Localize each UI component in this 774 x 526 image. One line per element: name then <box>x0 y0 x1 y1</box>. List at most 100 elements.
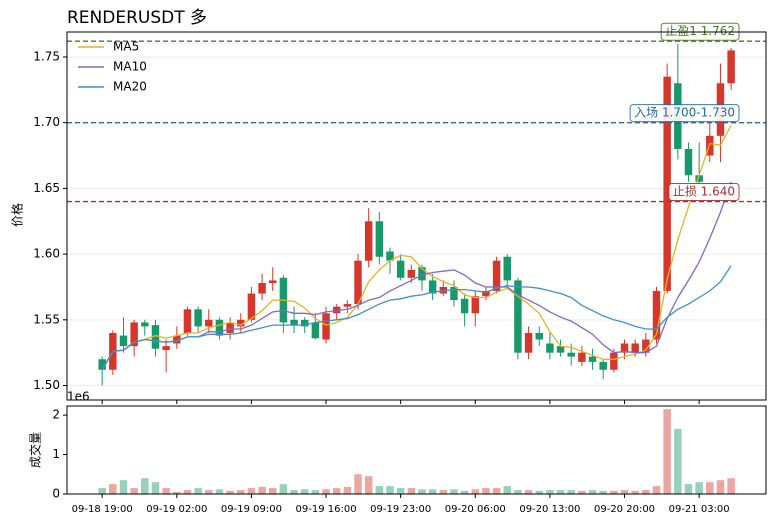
candle-body <box>652 290 661 340</box>
level-label: 入场 1.700-1.730 <box>634 106 735 120</box>
volume-bar <box>354 474 362 494</box>
y-tick-label: 1.60 <box>33 247 60 261</box>
x-tick-label: 09-20 20:00 <box>594 504 655 515</box>
price-frame <box>66 31 767 401</box>
axis-offset: 1e6 <box>67 390 90 404</box>
level-label-box <box>629 104 740 123</box>
volume-bar <box>119 480 128 494</box>
volume-bar <box>524 490 533 494</box>
volume-bar <box>535 490 543 494</box>
volume-bar <box>396 488 405 494</box>
volume-bar <box>300 489 309 494</box>
candle-body <box>151 325 160 349</box>
candle-body <box>418 267 426 281</box>
y-tick-label: 1.55 <box>33 312 60 326</box>
volume-bar <box>620 490 629 494</box>
candle-body <box>727 50 735 84</box>
volume-bar <box>514 490 522 494</box>
volume-bar <box>588 490 597 494</box>
volume-bar <box>503 486 511 494</box>
candle-body <box>450 286 458 301</box>
y-tick-label: 1.70 <box>33 115 60 129</box>
y-tick-label: 1.50 <box>33 378 60 392</box>
candle-body <box>610 352 618 370</box>
candle-body <box>524 332 533 353</box>
x-tick-label: 09-19 16:00 <box>296 504 357 515</box>
volume-bar <box>428 489 437 494</box>
candle-body <box>684 148 693 176</box>
level-label-box <box>668 183 740 202</box>
volume-bar <box>599 490 607 494</box>
volume-bar <box>471 489 480 494</box>
volume-bar <box>716 480 725 494</box>
candle-body <box>269 280 277 284</box>
candle-body <box>237 319 245 327</box>
candle-body <box>173 335 181 344</box>
candle-body <box>428 280 437 294</box>
legend-label: MA20 <box>113 80 147 94</box>
volume-bar <box>322 489 330 494</box>
volume-bar <box>407 488 416 494</box>
candle-body <box>460 298 469 314</box>
volume-bar <box>610 490 618 494</box>
volume-bar <box>492 488 501 494</box>
candle-body <box>492 260 501 291</box>
volume-bar <box>237 490 245 494</box>
volume-bar <box>279 484 288 494</box>
candle-body <box>141 322 149 327</box>
volume-bar <box>247 488 256 494</box>
candle-body <box>578 352 586 362</box>
volume-bar <box>663 409 671 494</box>
candle-body <box>183 309 192 333</box>
volume-bar <box>460 490 469 494</box>
x-tick-label: 09-19 09:00 <box>221 504 282 515</box>
volume-bar <box>226 490 234 494</box>
x-tick-label: 09-20 06:00 <box>445 504 506 515</box>
volume-bar <box>375 486 384 494</box>
volume-bar <box>183 490 192 494</box>
volume-bar <box>109 484 117 494</box>
volume-bar <box>343 486 352 494</box>
candle-body <box>396 260 405 278</box>
volume-bar <box>642 490 650 494</box>
x-tick-label: 09-19 23:00 <box>370 504 431 515</box>
volume-bar <box>386 486 394 494</box>
candle-body <box>290 319 298 326</box>
volume-bar <box>482 488 490 494</box>
ma-line <box>101 265 732 371</box>
candle-body <box>311 322 320 339</box>
candle-body <box>556 346 565 353</box>
volume-bar <box>578 490 586 494</box>
volume-bar <box>173 492 181 494</box>
volume-bar <box>695 482 703 494</box>
candle-body <box>98 359 106 370</box>
volume-axis-label: 成交量 <box>28 432 43 468</box>
candle-body <box>247 293 256 320</box>
ma-line <box>101 124 732 371</box>
legend-label: MA10 <box>113 60 147 74</box>
y-tick-label: 1.75 <box>33 49 60 63</box>
candle-body <box>194 309 202 327</box>
volume-bar <box>652 486 661 494</box>
x-tick-label: 09-18 19:00 <box>72 504 133 515</box>
candle-body <box>642 339 650 353</box>
candle-body <box>471 296 480 314</box>
volume-bar <box>631 490 639 494</box>
volume-bar <box>364 476 373 494</box>
ma-line <box>101 181 732 371</box>
chart-title: RENDERUSDT 多 <box>67 8 207 28</box>
candle-body <box>503 256 511 281</box>
volume-bar <box>258 486 266 494</box>
candle-body <box>482 290 490 297</box>
candle-body <box>162 346 170 351</box>
volume-bar <box>162 488 170 494</box>
candle-body <box>567 352 575 357</box>
volume-bar <box>205 490 213 494</box>
volume-bar <box>706 482 714 494</box>
volume-bar <box>269 488 277 494</box>
y-axis-label: 价格 <box>10 203 25 227</box>
level-label: 止盈1 1.762 <box>665 24 735 38</box>
volume-bar <box>151 482 160 494</box>
volume-bar <box>439 490 448 494</box>
